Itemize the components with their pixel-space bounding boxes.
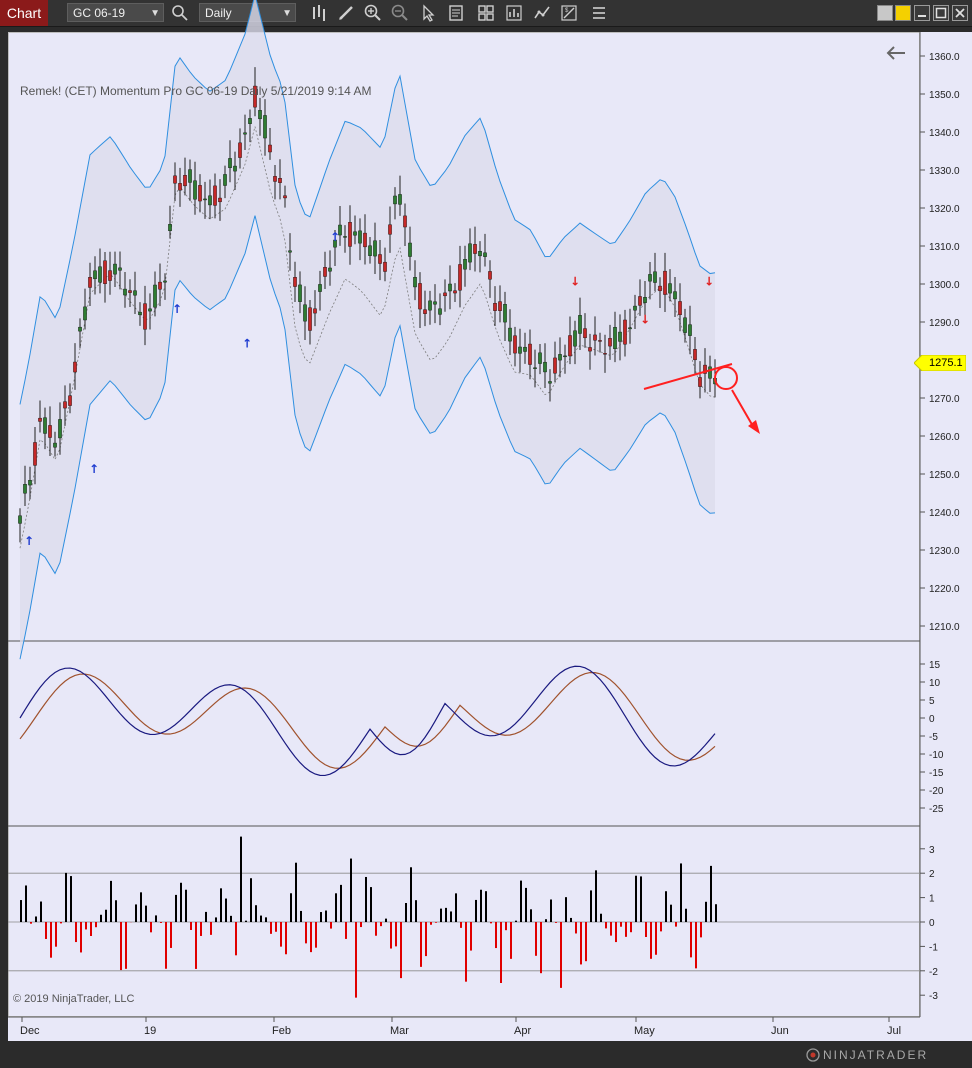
interval-selector[interactable]: Daily ▼ (199, 3, 296, 22)
search-icon[interactable] (170, 3, 190, 23)
templates-icon[interactable] (476, 3, 496, 23)
maximize-icon[interactable] (933, 5, 949, 21)
instrument-value: GC 06-19 (73, 6, 126, 20)
ninjatrader-logo-icon (806, 1048, 820, 1062)
copyright-text: © 2019 NinjaTrader, LLC (13, 993, 135, 1005)
price-axis[interactable] (920, 32, 972, 1017)
price-marker: 1275.1 (914, 355, 966, 371)
data-box-icon[interactable] (446, 3, 466, 23)
interval-value: Daily (205, 6, 232, 20)
time-axis[interactable] (8, 1017, 972, 1041)
brand-logo: NINJATRADER (823, 1048, 929, 1062)
drawing-tool-icon[interactable] (336, 3, 356, 23)
pointer-icon[interactable] (418, 3, 438, 23)
properties-icon[interactable] (589, 3, 609, 23)
window-link-button[interactable] (895, 5, 911, 21)
chevron-down-icon: ▼ (282, 8, 292, 19)
footer: NINJATRADER (0, 1042, 972, 1068)
bar-type-icon[interactable] (309, 3, 329, 23)
minimize-icon[interactable] (914, 5, 930, 21)
zoom-in-icon[interactable] (363, 3, 383, 23)
back-arrow-icon[interactable] (884, 44, 908, 62)
instrument-selector[interactable]: GC 06-19 ▼ (67, 3, 164, 22)
chart-tab[interactable]: Chart (0, 0, 48, 26)
strategies-icon[interactable] (532, 3, 552, 23)
chart-header: Remek! (CET) Momentum Pro GC 06-19 Daily… (20, 84, 372, 98)
close-icon[interactable] (952, 5, 968, 21)
window-gray-button[interactable] (877, 5, 893, 21)
chart-panel[interactable] (8, 32, 920, 1017)
zoom-out-icon[interactable] (390, 3, 410, 23)
indicators-icon[interactable] (504, 3, 524, 23)
chart-trader-icon[interactable]: $ (559, 3, 579, 23)
chevron-down-icon: ▼ (150, 8, 160, 19)
toolbar: Chart GC 06-19 ▼ Daily ▼ $ (0, 0, 972, 27)
price-marker-label: 1275.1 (929, 357, 963, 369)
